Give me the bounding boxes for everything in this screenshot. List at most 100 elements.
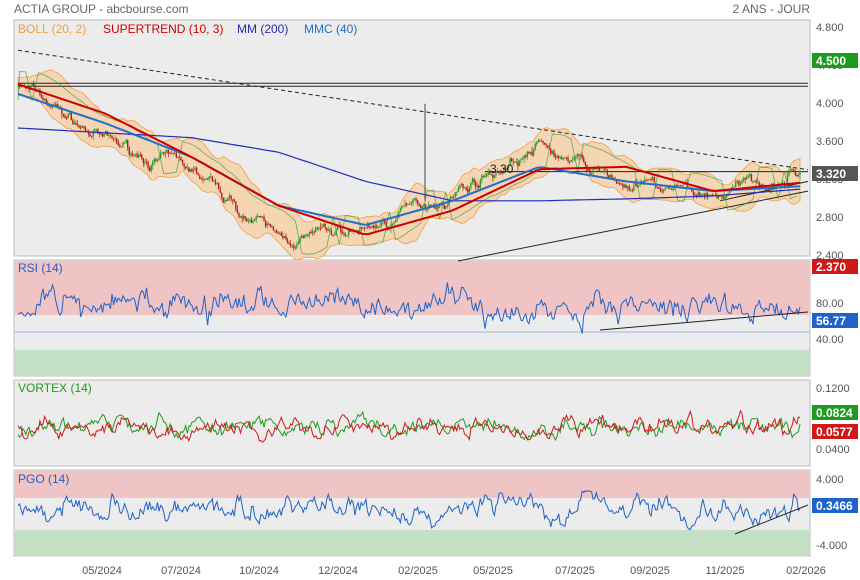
legend-mm: MM (200) [237, 22, 288, 36]
candle [87, 131, 90, 134]
candle [658, 187, 660, 189]
candle [592, 168, 594, 173]
candle [128, 147, 130, 155]
candle [289, 244, 292, 247]
candle [567, 157, 569, 161]
candle [318, 228, 320, 229]
candle [680, 185, 682, 186]
candle [95, 129, 98, 131]
candle [434, 206, 436, 209]
candle [62, 113, 65, 117]
candle [550, 148, 552, 154]
rsi-badge [812, 313, 858, 328]
candle [407, 204, 409, 205]
candle [142, 158, 145, 164]
candle [476, 185, 478, 187]
candle [752, 180, 754, 182]
pgo-tick-label: -4.000 [816, 540, 847, 552]
pgo-trendline [734, 504, 809, 535]
candle [231, 199, 234, 201]
rsi-tick-label: 40.00 [816, 334, 844, 346]
candle [490, 174, 492, 176]
candle [702, 193, 704, 195]
candle [584, 162, 587, 165]
x-tick-label: 12/2024 [318, 565, 358, 577]
candle [766, 188, 768, 190]
candle [56, 104, 58, 108]
candle [562, 157, 565, 160]
candle [122, 142, 124, 147]
candle [681, 185, 684, 186]
candle [307, 234, 309, 236]
candle [260, 216, 262, 218]
candle [564, 157, 566, 159]
candle [183, 163, 185, 167]
candle [793, 169, 795, 172]
candle [451, 196, 453, 198]
candle [431, 205, 433, 206]
candle [217, 182, 220, 189]
candle [136, 153, 138, 158]
candle [347, 230, 350, 236]
x-tick-label: 09/2025 [630, 565, 670, 577]
candle [543, 143, 546, 145]
candle [120, 146, 123, 148]
candle [83, 126, 85, 128]
candle [437, 206, 439, 208]
candle [573, 157, 576, 160]
candle [485, 174, 488, 177]
candle [672, 187, 674, 190]
candle [590, 172, 593, 174]
candle [188, 167, 190, 172]
candle [631, 190, 634, 192]
candle [523, 155, 525, 159]
candle [518, 160, 521, 166]
vortex-tick-label: 0.1200 [816, 383, 850, 395]
candle [70, 112, 72, 121]
candle [315, 227, 317, 233]
candle [606, 169, 608, 176]
candle [749, 174, 751, 176]
candle [622, 184, 624, 188]
candle [532, 149, 535, 156]
candle [799, 171, 801, 175]
candle [90, 136, 93, 138]
candle [177, 157, 179, 159]
candle [224, 200, 226, 203]
candle [630, 190, 632, 192]
candle [181, 159, 184, 164]
candle [282, 235, 284, 239]
candle [656, 187, 659, 188]
candle [147, 161, 149, 168]
candle [286, 239, 289, 243]
vortex-plus-badge [812, 405, 858, 420]
candle [141, 154, 143, 159]
candle [531, 151, 533, 156]
candle [321, 226, 323, 229]
candle [445, 206, 447, 210]
candle [641, 181, 643, 183]
candle [697, 192, 699, 197]
candle [244, 216, 246, 219]
badge-low [812, 259, 858, 274]
candle [459, 185, 461, 189]
candle [598, 166, 601, 171]
candle [293, 245, 295, 249]
vortex-minus-line [17, 409, 801, 443]
candle [608, 175, 610, 178]
candle [40, 94, 43, 99]
candle [493, 175, 496, 178]
candle [373, 225, 375, 228]
candle [570, 160, 572, 162]
candle [769, 189, 771, 192]
candle [481, 175, 483, 181]
candle [474, 181, 477, 187]
candle [744, 177, 746, 180]
candle [332, 234, 334, 236]
candle [73, 123, 76, 125]
candle [324, 223, 326, 228]
candle [467, 189, 469, 193]
candle [208, 176, 210, 180]
candle [296, 243, 298, 248]
candle [528, 151, 530, 154]
